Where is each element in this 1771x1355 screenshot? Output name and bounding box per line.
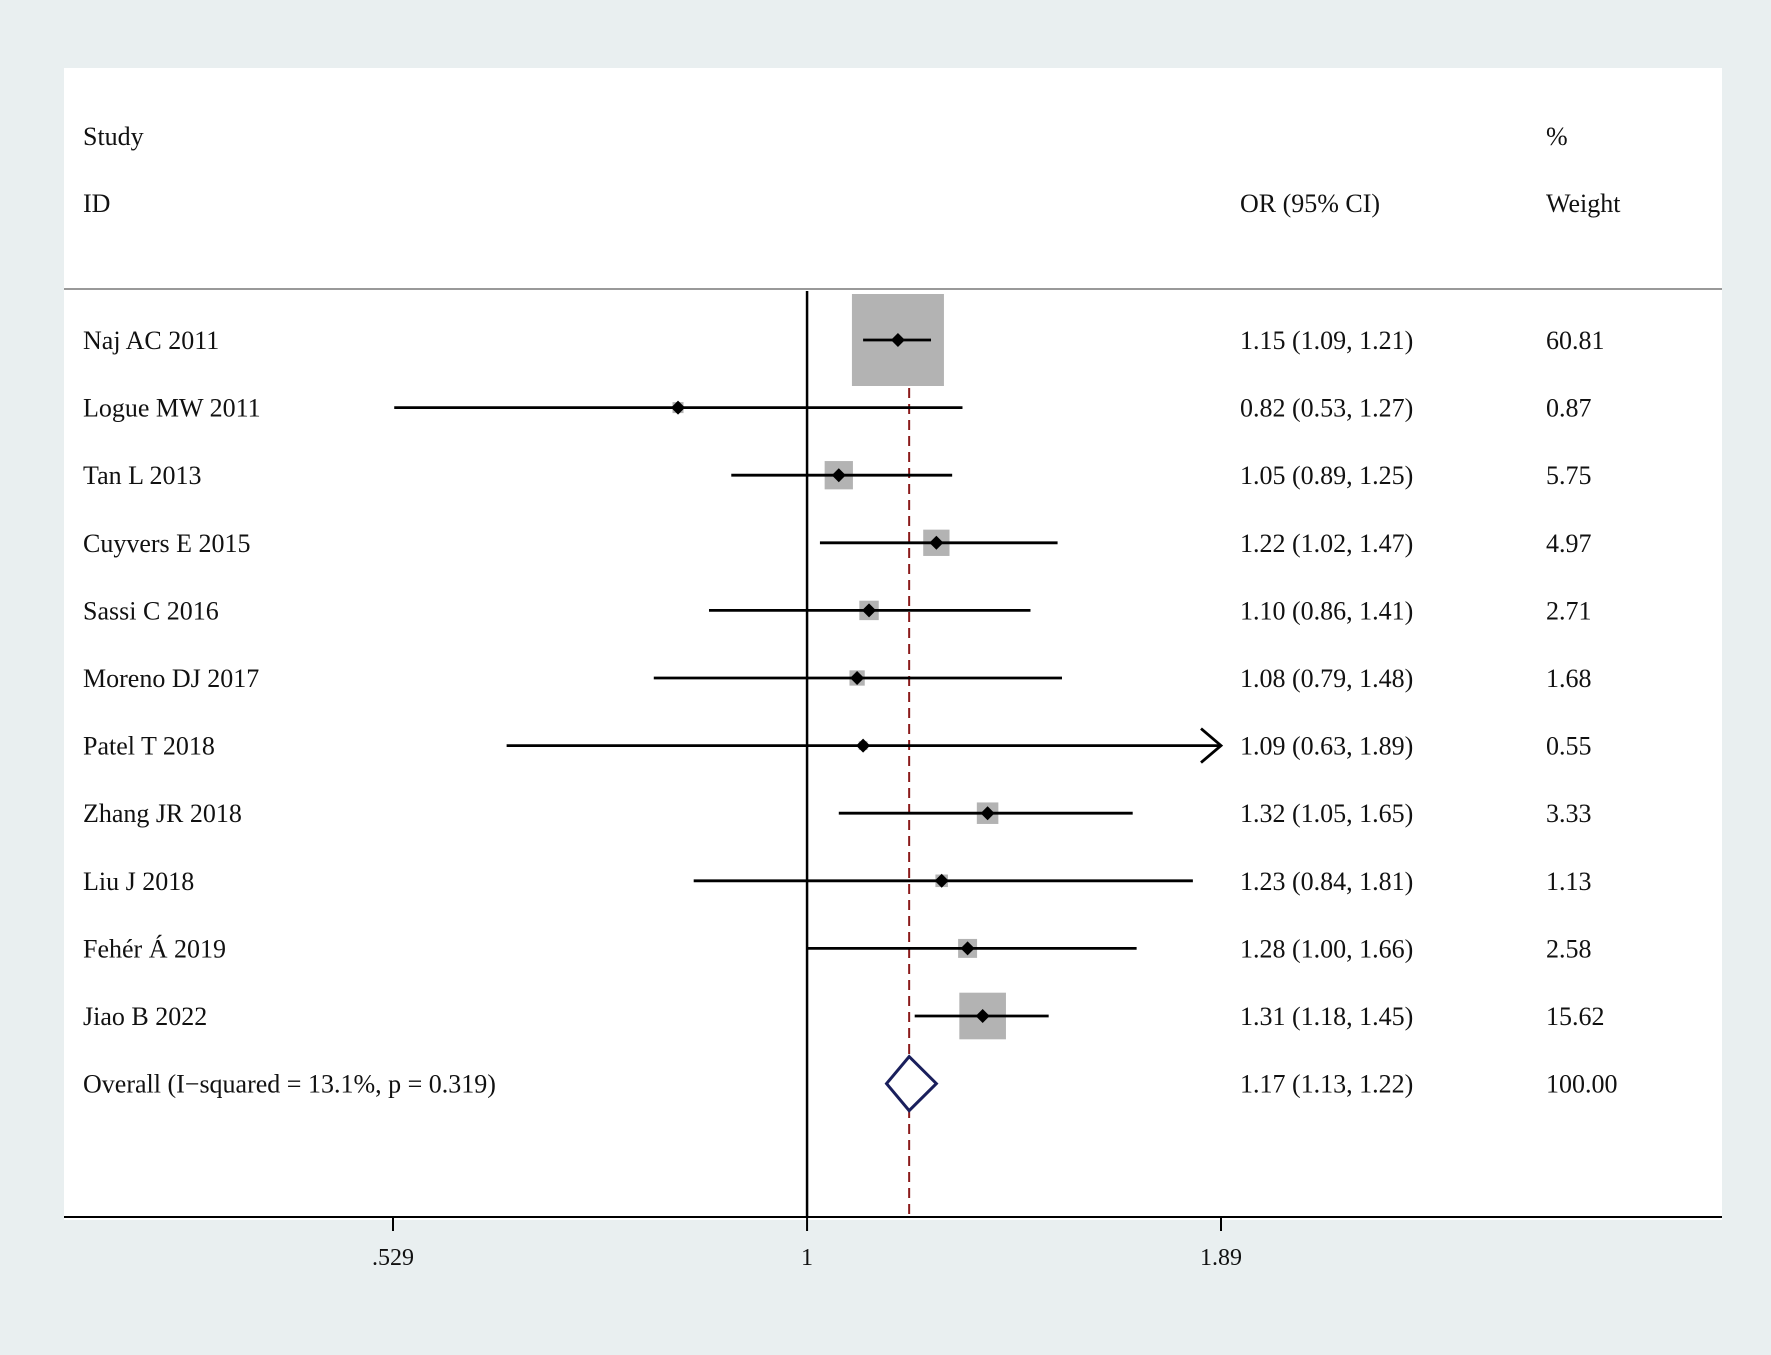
- overall-diamond: [884, 1054, 939, 1113]
- study-weight: 3.33: [1546, 799, 1592, 828]
- study-weight: 1.13: [1546, 867, 1592, 896]
- study-weight: 0.55: [1546, 732, 1592, 761]
- study-weight: 5.75: [1546, 461, 1592, 490]
- header-id: ID: [83, 189, 110, 218]
- forest-plot-panel: [64, 68, 1722, 1220]
- overall-label: Overall (I−squared = 13.1%, p = 0.319): [83, 1070, 496, 1099]
- study-weight: 2.71: [1546, 596, 1592, 625]
- study-or-ci: 1.32 (1.05, 1.65): [1240, 799, 1413, 828]
- study-weight: 1.68: [1546, 664, 1592, 693]
- study-label: Tan L 2013: [83, 461, 202, 490]
- header-or-ci: OR (95% CI): [1240, 189, 1380, 218]
- point-estimate: [890, 333, 905, 347]
- study-label: Moreno DJ 2017: [83, 664, 259, 693]
- point-estimate: [975, 1009, 990, 1023]
- point-estimate: [831, 468, 846, 483]
- study-or-ci: 1.09 (0.63, 1.89): [1240, 732, 1413, 761]
- overall-weight: 100.00: [1546, 1070, 1618, 1099]
- point-estimate: [934, 873, 949, 888]
- study-label: Sassi C 2016: [83, 596, 219, 625]
- study-weight: 2.58: [1546, 934, 1592, 963]
- point-estimate: [856, 738, 871, 753]
- study-or-ci: 1.08 (0.79, 1.48): [1240, 664, 1413, 693]
- point-estimate: [960, 941, 975, 956]
- study-or-ci: 0.82 (0.53, 1.27): [1240, 394, 1413, 423]
- study-weight: 60.81: [1546, 326, 1605, 355]
- study-or-ci: 1.23 (0.84, 1.81): [1240, 867, 1413, 896]
- study-label: Cuyvers E 2015: [83, 529, 251, 558]
- point-estimate: [980, 806, 995, 821]
- study-label: Zhang JR 2018: [83, 799, 242, 828]
- point-estimate: [929, 535, 944, 550]
- header-weight: Weight: [1546, 189, 1621, 218]
- study-weight: 15.62: [1546, 1002, 1605, 1031]
- point-estimate: [671, 400, 686, 415]
- overall-or-ci: 1.17 (1.13, 1.22): [1240, 1070, 1413, 1099]
- study-or-ci: 1.10 (0.86, 1.41): [1240, 596, 1413, 625]
- study-label: Liu J 2018: [83, 867, 194, 896]
- study-label: Patel T 2018: [83, 732, 215, 761]
- study-weight: 4.97: [1546, 529, 1592, 558]
- point-estimate: [850, 671, 865, 685]
- study-or-ci: 1.31 (1.18, 1.45): [1240, 1002, 1413, 1031]
- study-label: Fehér Á 2019: [83, 934, 226, 963]
- ci-arrow: [1200, 727, 1224, 764]
- study-or-ci: 1.22 (1.02, 1.47): [1240, 529, 1413, 558]
- study-label: Jiao B 2022: [83, 1002, 207, 1031]
- x-tick-label: 1.89: [1200, 1245, 1242, 1271]
- study-or-ci: 1.15 (1.09, 1.21): [1240, 326, 1413, 355]
- study-weight: 0.87: [1546, 394, 1592, 423]
- x-tick-label: .529: [372, 1245, 414, 1271]
- study-label: Logue MW 2011: [83, 394, 261, 423]
- header-study: Study: [83, 122, 144, 151]
- header-percent: %: [1546, 122, 1568, 151]
- point-estimate: [862, 603, 877, 618]
- x-tick-label: 1: [801, 1245, 813, 1271]
- study-label: Naj AC 2011: [83, 326, 219, 355]
- study-or-ci: 1.28 (1.00, 1.66): [1240, 934, 1413, 963]
- study-or-ci: 1.05 (0.89, 1.25): [1240, 461, 1413, 490]
